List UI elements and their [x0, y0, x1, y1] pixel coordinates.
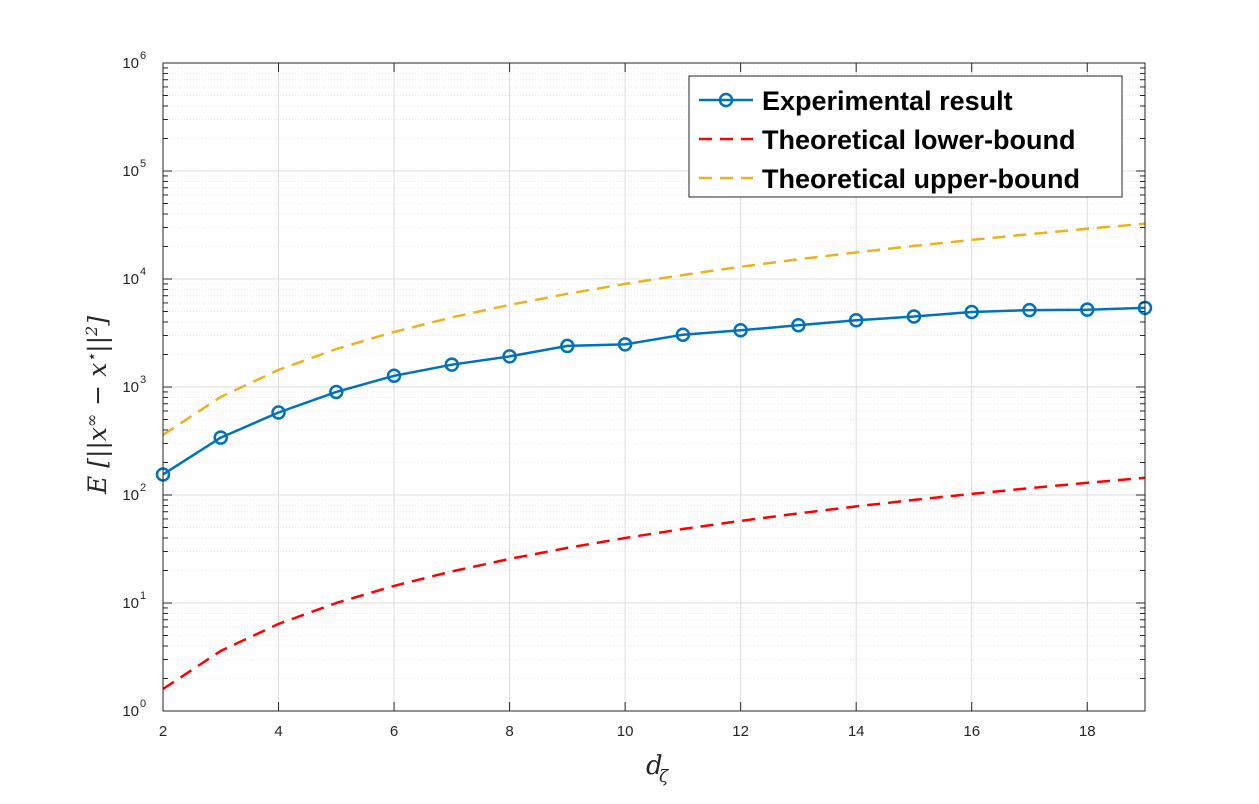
y-tick-label: 10 — [122, 55, 139, 72]
x-tick-label: 4 — [274, 723, 282, 740]
data-point-marker — [791, 318, 806, 333]
data-point-marker — [848, 313, 864, 328]
x-tick-label: 12 — [732, 723, 749, 740]
data-point-marker — [271, 405, 286, 420]
y-tick-label-exponent: 5 — [140, 158, 146, 170]
x-axis-label-subscript: ζ — [659, 767, 670, 787]
y-axis-label-superscript: 2 — [82, 326, 101, 337]
series-line — [162, 222, 1146, 436]
legend-box — [688, 75, 1123, 198]
y-tick-label-exponent: 4 — [140, 266, 146, 278]
y-tick-label: 10 — [122, 703, 139, 720]
data-point-marker — [906, 309, 922, 324]
data-point-marker — [502, 349, 517, 364]
y-tick-label-exponent: 0 — [140, 698, 146, 710]
y-tick-label: 10 — [122, 163, 139, 180]
x-tick-label: 16 — [963, 723, 980, 740]
y-axis-label-part: || — [83, 336, 113, 353]
data-point-marker — [213, 430, 229, 445]
axis-ticks — [162, 62, 1145, 712]
y-axis-label-group: E [||x∞ − x⋆||2] — [82, 316, 114, 495]
y-axis-label-superscript: ⋆ — [82, 353, 101, 363]
x-tick-label: 8 — [505, 723, 513, 740]
legend-marker — [718, 92, 734, 108]
data-point-marker — [560, 338, 575, 354]
x-tick-label: 10 — [617, 723, 634, 740]
plot-series — [155, 222, 1153, 691]
y-tick-label-exponent: 2 — [140, 482, 146, 494]
x-tick-label: 14 — [848, 723, 865, 740]
y-tick-label-exponent: 3 — [140, 374, 146, 386]
y-axis-label: E [||x∞ − x⋆||2] — [82, 316, 114, 495]
data-point-marker — [675, 327, 691, 342]
x-tick-label: 2 — [159, 723, 167, 740]
series-line — [162, 306, 1146, 476]
y-tick-label: 10 — [122, 271, 139, 288]
series-line — [162, 476, 1146, 691]
y-axis-label-part: ] — [83, 316, 112, 327]
data-point-marker — [733, 323, 748, 338]
data-point-marker — [1079, 302, 1095, 317]
x-axis-label: dζ — [646, 751, 670, 787]
y-tick-label: 10 — [122, 379, 139, 396]
data-point-marker — [386, 368, 402, 384]
y-axis-label-superscript: ∞ — [82, 414, 101, 427]
data-point-marker — [964, 304, 979, 320]
y-tick-label: 10 — [122, 595, 139, 612]
y-tick-label-exponent: 1 — [140, 590, 146, 602]
y-tick-label-exponent: 6 — [140, 50, 146, 62]
legend-label: Theoretical upper-bound — [762, 164, 1080, 194]
y-axis-label-part: − x — [83, 363, 112, 414]
x-tick-label: 18 — [1079, 723, 1096, 740]
y-tick-label: 10 — [122, 487, 139, 504]
y-axis-label-text: E [||x∞ − x⋆||2] — [82, 316, 114, 495]
data-point-marker — [329, 384, 344, 400]
x-tick-label: 6 — [390, 723, 398, 740]
x-axis-label-text: d — [646, 751, 663, 781]
legend-label: Theoretical lower-bound — [762, 125, 1076, 155]
data-point-marker — [444, 357, 460, 372]
data-point-marker — [1022, 302, 1037, 318]
legend: Experimental result Theoretical lower-bou… — [688, 75, 1123, 198]
legend-label: Experimental result — [762, 86, 1013, 116]
data-point-marker — [617, 337, 633, 352]
y-axis-label-part: E [||x — [83, 427, 113, 495]
